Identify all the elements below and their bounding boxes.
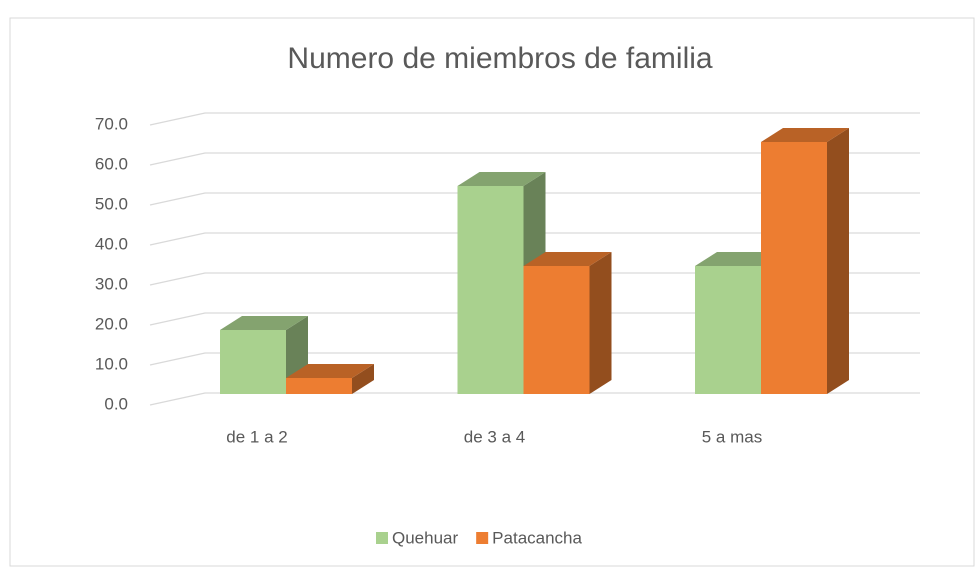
grid-line [149,232,920,246]
grid-line [149,392,920,406]
y-tick-label: 30.0 [95,274,128,293]
bar-top [286,364,374,378]
bar [286,378,352,394]
grid-line [149,152,920,166]
bar-top [457,172,546,186]
bar [761,142,827,394]
y-tick-label: 10.0 [95,354,128,373]
bar [457,186,524,394]
grid-line [149,192,920,206]
bar-top [523,252,612,266]
bar-top [761,128,849,142]
y-tick-label: 0.0 [104,394,128,413]
chart-title: Numero de miembros de familia [287,42,712,75]
grid-line [149,352,920,366]
y-tick-label: 40.0 [95,234,128,253]
legend-label: Patacancha [492,528,582,547]
y-tick-label: 60.0 [95,154,128,173]
y-tick-label: 50.0 [95,194,128,213]
bar-side [827,128,849,394]
grid-line [149,272,920,286]
x-tick-label: de 3 a 4 [464,427,525,446]
legend-swatch [476,532,489,544]
bar [220,330,286,394]
bar-top [220,316,308,330]
bar-side [352,364,374,394]
grid-line [149,312,920,326]
grid-line [149,112,920,126]
x-tick-label: de 1 a 2 [226,427,287,446]
y-tick-label: 20.0 [95,314,128,333]
legend-label: Quehuar [392,528,458,547]
y-tick-label: 70.0 [95,114,128,133]
bar [695,266,761,394]
x-tick-label: 5 a mas [702,427,762,446]
bar [523,266,590,394]
bar-side [589,252,612,394]
legend-swatch [376,532,388,544]
